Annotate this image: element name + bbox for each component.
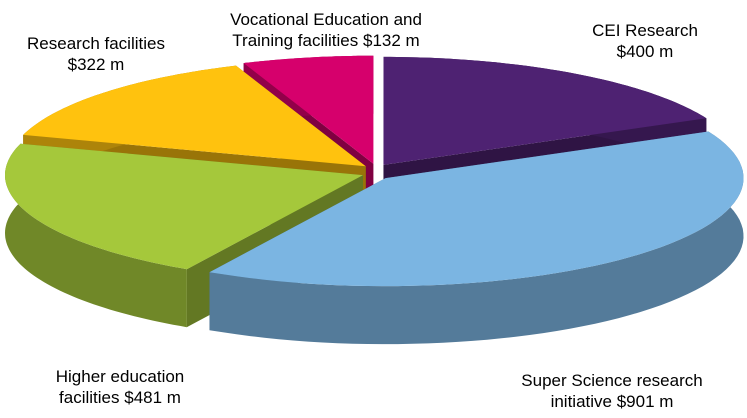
category-name: Super Science research initiative xyxy=(521,371,703,411)
category-name: Higher education facilities xyxy=(55,367,185,407)
value-label: $322 m xyxy=(67,55,125,74)
slice xyxy=(383,56,707,165)
category-name: Vocational Education and Training facili… xyxy=(230,10,422,50)
value-label: $132 m xyxy=(363,31,420,50)
slice-label: CEI Research $400 m xyxy=(580,20,710,62)
slice-label: Super Science research initiative $901 m xyxy=(500,370,725,412)
slice-label: Vocational Education and Training facili… xyxy=(209,9,444,51)
slice xyxy=(23,65,366,167)
value-label: $400 m xyxy=(616,42,674,61)
slice-label: Higher education facilities $481 m xyxy=(33,366,208,408)
slice xyxy=(243,55,374,164)
category-name: Research facilities xyxy=(27,34,165,53)
slice-side xyxy=(5,143,187,328)
slice-label: Research facilities $322 m xyxy=(24,33,169,75)
value-label: $901 m xyxy=(616,392,674,411)
value-label: $481 m xyxy=(124,388,181,407)
slice-side xyxy=(209,131,744,345)
slice xyxy=(209,131,744,287)
category-name: CEI Research xyxy=(592,21,698,40)
slice xyxy=(5,143,364,270)
